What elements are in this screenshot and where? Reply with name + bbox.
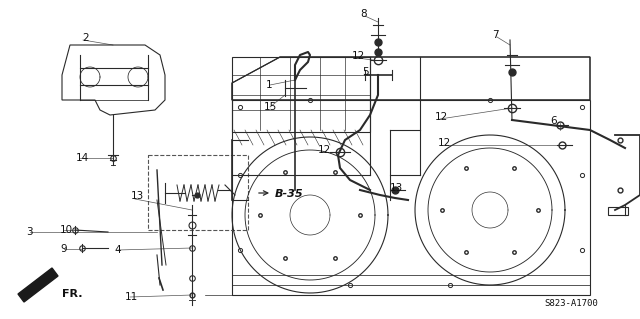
Text: 5: 5 xyxy=(362,67,369,77)
Text: 2: 2 xyxy=(82,33,88,43)
Text: 3: 3 xyxy=(26,227,33,237)
Text: 10: 10 xyxy=(60,225,73,235)
Polygon shape xyxy=(18,268,58,302)
Text: B-35: B-35 xyxy=(275,189,303,199)
Bar xyxy=(232,57,370,132)
Text: 8: 8 xyxy=(360,9,367,19)
Text: 12: 12 xyxy=(438,138,451,148)
Text: 13: 13 xyxy=(390,183,403,193)
Text: 12: 12 xyxy=(318,145,332,155)
Text: 13: 13 xyxy=(131,191,144,201)
Bar xyxy=(148,155,248,230)
Text: S823-A1700: S823-A1700 xyxy=(544,299,598,308)
Text: 1: 1 xyxy=(266,80,273,90)
Text: 4: 4 xyxy=(114,245,120,255)
Text: 15: 15 xyxy=(264,102,277,112)
Text: 6: 6 xyxy=(550,116,557,126)
Text: FR.: FR. xyxy=(62,289,83,299)
Text: 11: 11 xyxy=(125,292,138,302)
Text: 9: 9 xyxy=(60,244,67,254)
Bar xyxy=(608,207,628,215)
Text: 7: 7 xyxy=(492,30,499,40)
Text: 12: 12 xyxy=(352,51,365,61)
Text: 14: 14 xyxy=(76,153,89,163)
Text: 12: 12 xyxy=(435,112,448,122)
